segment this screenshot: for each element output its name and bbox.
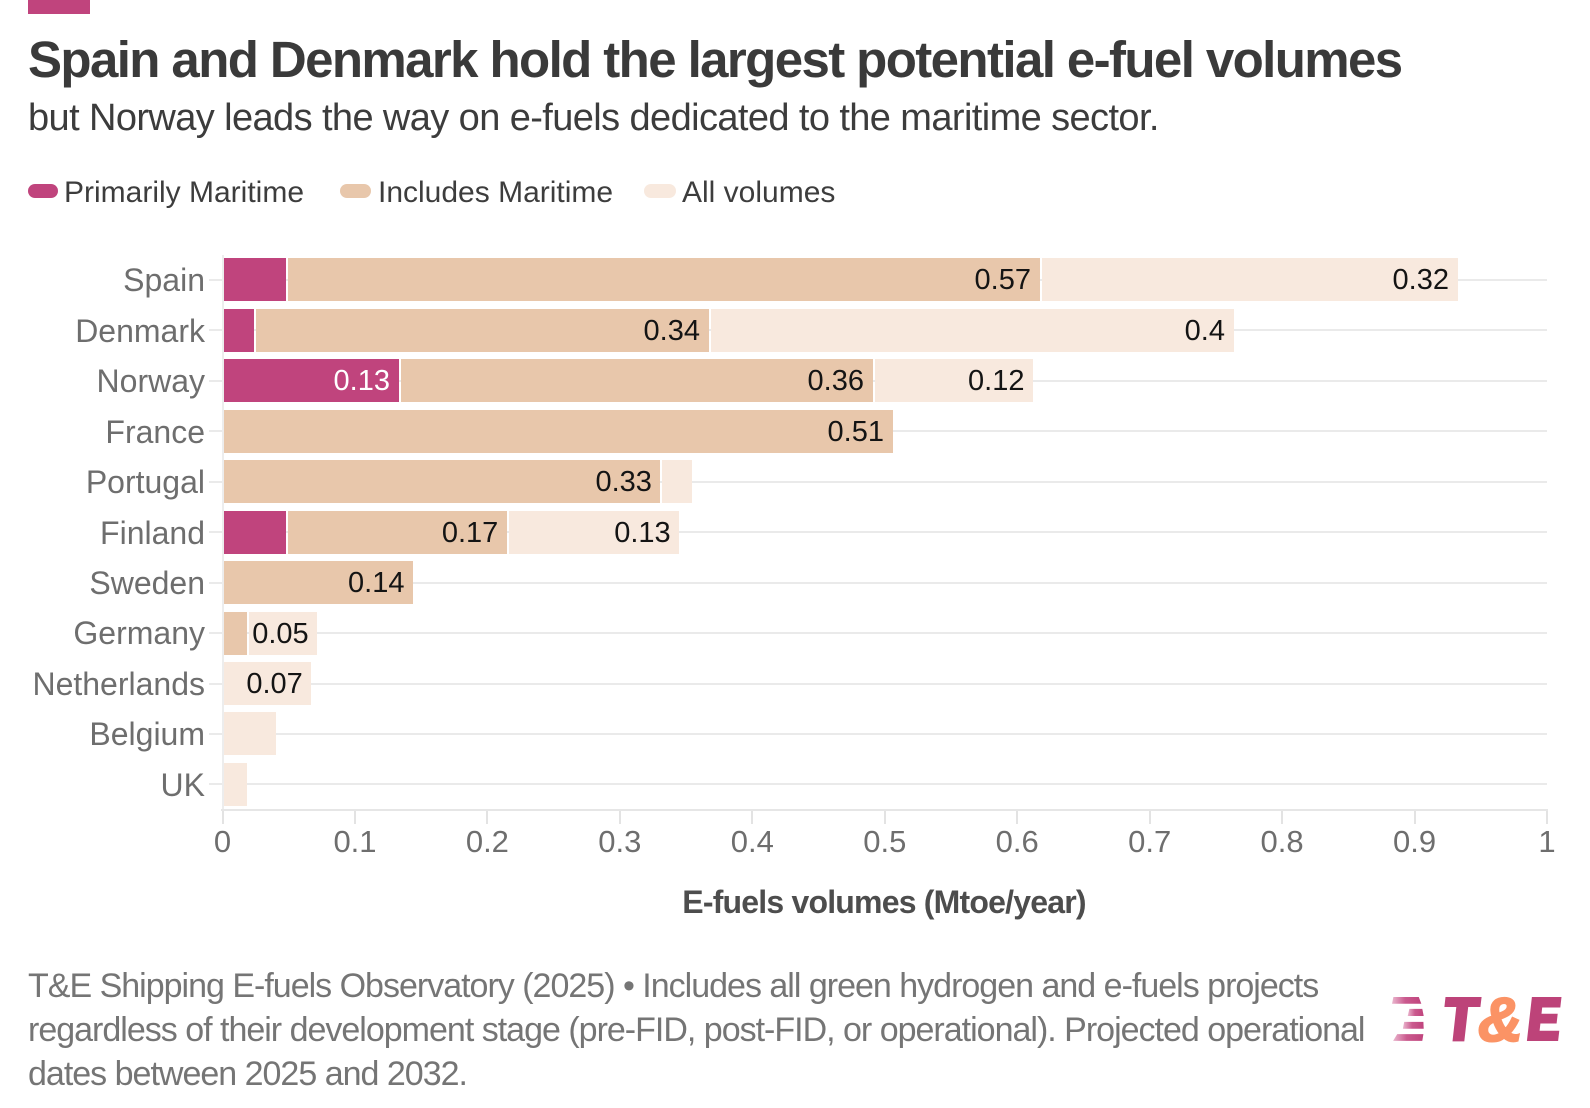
svg-text:&: & bbox=[1478, 991, 1523, 1051]
